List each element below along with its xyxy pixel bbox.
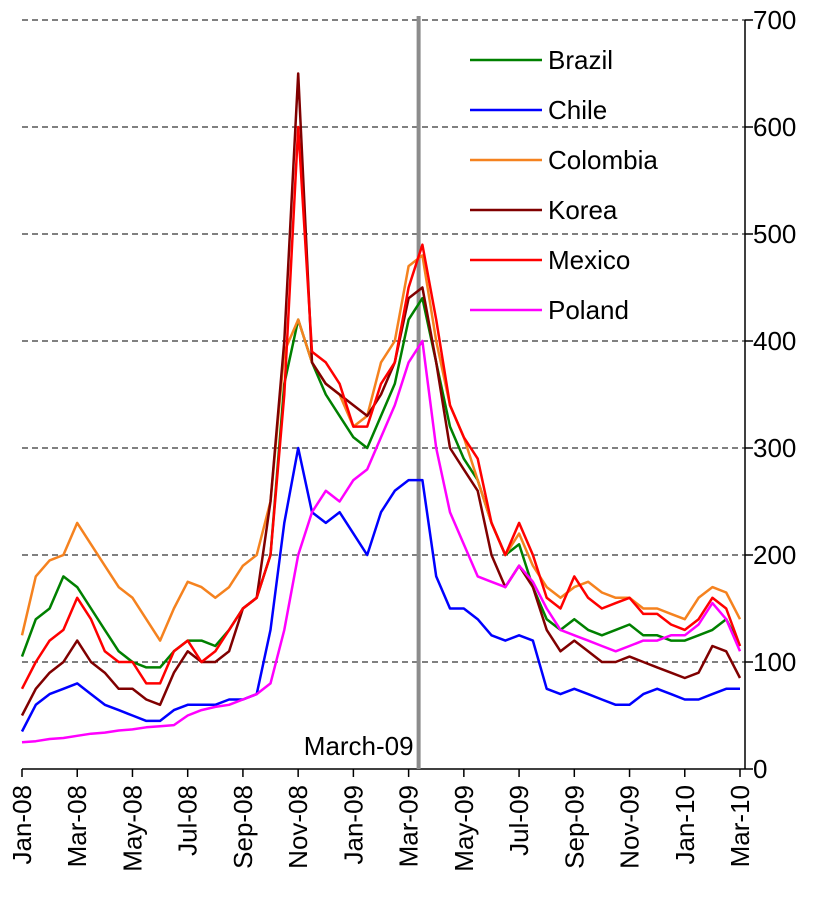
series-line bbox=[20, 254, 742, 642]
x-tick-label: Jan-08 bbox=[7, 785, 37, 865]
series-line bbox=[20, 446, 740, 733]
y-tick-label: 500 bbox=[753, 219, 796, 249]
x-tick-label: May-09 bbox=[449, 785, 479, 872]
x-tick-label: Jan-09 bbox=[338, 785, 368, 865]
x-tick-label: Nov-08 bbox=[283, 785, 313, 869]
x-tick-label: Sep-09 bbox=[559, 785, 589, 869]
x-tick-label: Mar-08 bbox=[62, 785, 92, 867]
y-tick-label: 700 bbox=[753, 5, 796, 35]
series-line bbox=[20, 125, 742, 690]
y-tick-label: 600 bbox=[753, 112, 796, 142]
x-tick-label: May-08 bbox=[117, 785, 147, 872]
legend-label: Poland bbox=[548, 295, 629, 325]
x-tick-label: Mar-10 bbox=[725, 785, 755, 867]
x-tick-label: Jan-10 bbox=[670, 785, 700, 865]
x-tick-label: Jul-08 bbox=[173, 785, 203, 856]
annotation-text: March-09 bbox=[304, 731, 414, 761]
y-tick-label: 300 bbox=[753, 433, 796, 463]
legend-label: Chile bbox=[548, 95, 607, 125]
legend-label: Korea bbox=[548, 195, 618, 225]
series-line bbox=[20, 72, 742, 717]
y-tick-label: 400 bbox=[753, 326, 796, 356]
y-tick-label: 200 bbox=[753, 540, 796, 570]
y-tick-label: 100 bbox=[753, 647, 796, 677]
x-tick-label: Mar-09 bbox=[394, 785, 424, 867]
series-line bbox=[21, 339, 742, 744]
legend-label: Mexico bbox=[548, 245, 630, 275]
legend-label: Brazil bbox=[548, 45, 613, 75]
y-tick-label: 0 bbox=[753, 754, 767, 784]
x-tick-label: Sep-08 bbox=[228, 785, 258, 869]
x-tick-label: Jul-09 bbox=[504, 785, 534, 856]
series-line bbox=[20, 296, 742, 669]
x-tick-label: Nov-09 bbox=[615, 785, 645, 869]
legend-label: Colombia bbox=[548, 145, 658, 175]
